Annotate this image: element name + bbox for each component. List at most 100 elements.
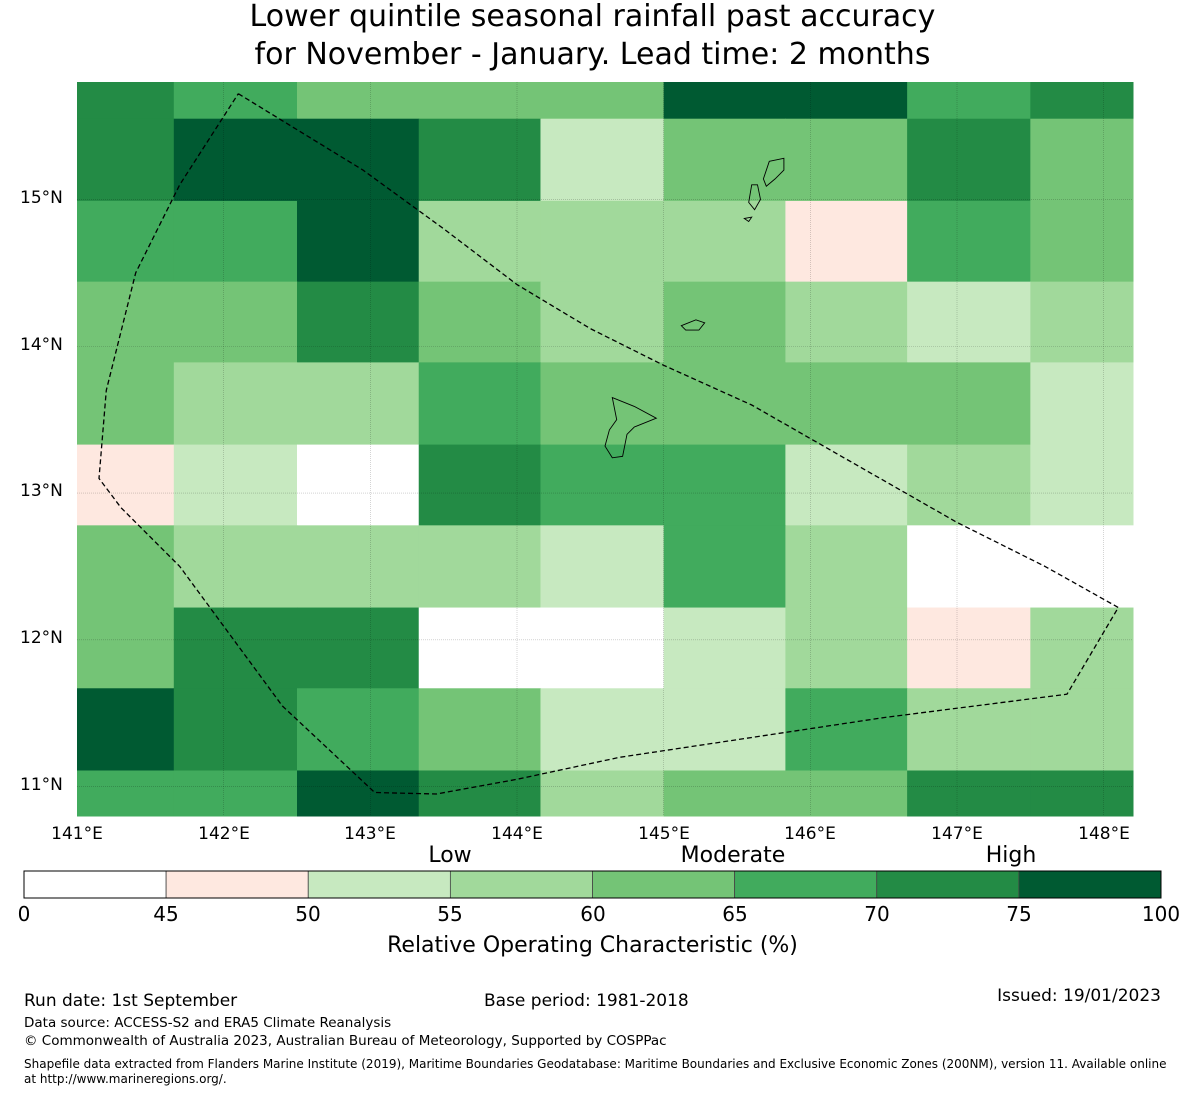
grid-cell [1030, 770, 1134, 817]
grid-cell [540, 281, 665, 363]
data-source: Data source: ACCESS-S2 and ERA5 Climate … [24, 1015, 392, 1031]
grid-cell [663, 362, 786, 446]
lon-label-142e: 142°E [198, 824, 250, 844]
lon-label-147e: 147°E [931, 824, 983, 844]
grid-cell [297, 770, 420, 817]
grid-cell [540, 118, 665, 202]
grid-cell [1030, 607, 1134, 689]
colorbar-segment [1018, 870, 1162, 899]
lat-label-13n: 13°N [20, 481, 63, 501]
lat-label-12n: 12°N [20, 628, 63, 648]
grid-cell [77, 688, 175, 771]
cb-tick-100: 100 [1141, 902, 1181, 926]
lat-label-14n: 14°N [20, 335, 63, 355]
colorbar-segment [449, 870, 593, 899]
cb-tick-75: 75 [1006, 902, 1032, 926]
grid-cell [297, 200, 420, 283]
roc-grid [77, 82, 1134, 817]
grid-cell [785, 607, 908, 689]
grid-cell [663, 444, 786, 526]
lon-label-145e: 145°E [638, 824, 690, 844]
graticule [77, 82, 1133, 816]
grid-cell [785, 200, 908, 283]
colorbar-segment [307, 870, 451, 899]
grid-cell [173, 281, 298, 363]
colorbar-segment [734, 870, 878, 899]
grid-cell [907, 118, 1031, 202]
lon-label-141e: 141°E [51, 824, 103, 844]
grid-cell [418, 200, 541, 283]
eez-boundary [98, 93, 1120, 795]
colorbar-title: Relative Operating Characteristic (%) [387, 933, 798, 958]
grid-cell [907, 444, 1031, 526]
lat-label-15n: 15°N [20, 188, 63, 208]
grid-cell [418, 688, 541, 771]
island-outline [743, 216, 753, 223]
grid-cell [785, 362, 908, 446]
cb-tick-50: 50 [295, 902, 321, 926]
grid-cell [77, 362, 175, 446]
grid-cell [297, 362, 420, 446]
grid-cell [540, 607, 665, 689]
colorbar-segment [23, 870, 167, 899]
grid-cell [77, 607, 175, 689]
grid-cell [663, 688, 786, 771]
grid-cell [77, 525, 175, 609]
grid-cell [785, 525, 908, 609]
shapefile-credit-line-2: at http://www.marineregions.org/. [24, 1072, 227, 1086]
grid-cell [173, 688, 298, 771]
grid-cell [785, 444, 908, 526]
title-line-1: Lower quintile seasonal rainfall past ac… [249, 0, 936, 34]
grid-cell [297, 82, 420, 120]
map-title: Lower quintile seasonal rainfall past ac… [0, 0, 1185, 74]
grid-cell [418, 607, 541, 689]
island-outline [762, 157, 785, 187]
grid-cell [663, 607, 786, 689]
colorbar-segment [165, 870, 309, 899]
cb-tick-45: 45 [153, 902, 179, 926]
grid-cell [173, 200, 298, 283]
cb-tick-70: 70 [864, 902, 890, 926]
grid-cell [907, 281, 1031, 363]
grid-cell [77, 281, 175, 363]
grid-cell [907, 770, 1031, 817]
grid-cell [77, 444, 175, 526]
grid-cell [907, 200, 1031, 283]
grid-cell [297, 281, 420, 363]
grid-cell [77, 770, 175, 817]
grid-cell [418, 444, 541, 526]
grid-cell [663, 770, 786, 817]
colorbar-segment [876, 870, 1020, 899]
grid-cell [907, 362, 1031, 446]
island-outline [680, 319, 706, 331]
grid-cell [785, 82, 908, 120]
grid-cell [297, 688, 420, 771]
grid-cell [418, 525, 541, 609]
grid-cell [540, 770, 665, 817]
grid-cell [1030, 118, 1134, 202]
grid-cell [418, 770, 541, 817]
grid-cell [785, 118, 908, 202]
lon-label-146e: 146°E [784, 824, 836, 844]
grid-cell [663, 82, 786, 120]
lon-label-144e: 144°E [491, 824, 543, 844]
grid-cell [663, 281, 786, 363]
issued-date: Issued: 19/01/2023 [997, 986, 1161, 1006]
grid-cell [663, 118, 786, 202]
grid-cell [77, 82, 175, 120]
grid-cell [785, 770, 908, 817]
colorbar [23, 870, 1162, 899]
run-date: Run date: 1st September [24, 991, 238, 1011]
shapefile-credit-line-1: Shapefile data extracted from Flanders M… [24, 1057, 1167, 1071]
island-outline [748, 184, 761, 211]
grid-cell [1030, 525, 1134, 609]
grid-cell [173, 118, 298, 202]
grid-cell [1030, 281, 1134, 363]
grid-cell [173, 362, 298, 446]
title-line-2: for November - January. Lead time: 2 mon… [254, 37, 931, 72]
grid-cell [418, 362, 541, 446]
cb-tick-60: 60 [580, 902, 606, 926]
grid-cell [173, 770, 298, 817]
grid-cell [418, 82, 541, 120]
